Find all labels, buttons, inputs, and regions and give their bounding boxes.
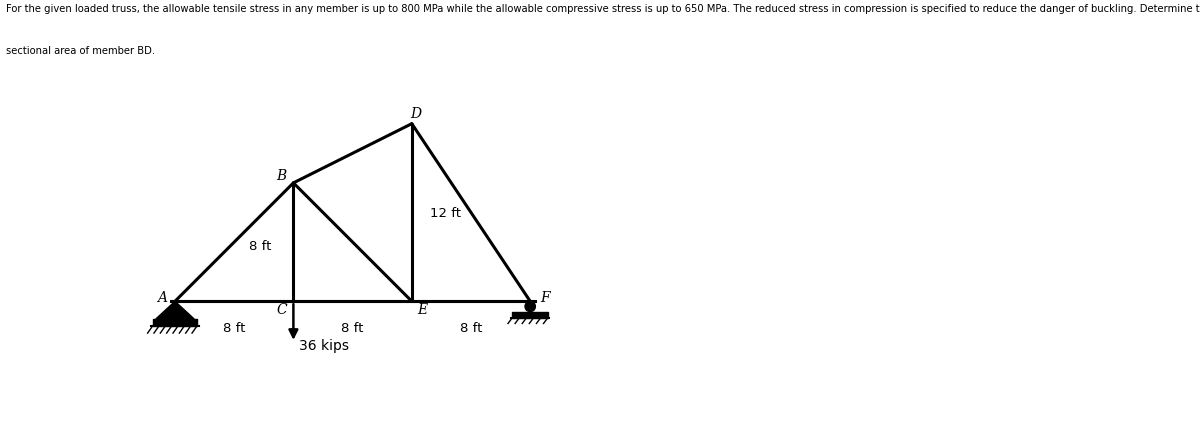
Text: For the given loaded truss, the allowable tensile stress in any member is up to : For the given loaded truss, the allowabl… (6, 4, 1200, 14)
Text: sectional area of member BD.: sectional area of member BD. (6, 46, 155, 56)
Text: 8 ft: 8 ft (342, 321, 364, 335)
Text: 8 ft: 8 ft (248, 239, 271, 252)
Text: 8 ft: 8 ft (223, 321, 245, 335)
Text: 8 ft: 8 ft (460, 321, 482, 335)
Text: 36 kips: 36 kips (299, 339, 349, 353)
Text: C: C (276, 302, 287, 316)
Circle shape (526, 302, 535, 312)
Text: E: E (418, 302, 427, 316)
Text: B: B (276, 169, 287, 183)
Text: D: D (410, 107, 422, 121)
Text: 12 ft: 12 ft (430, 206, 461, 219)
Polygon shape (156, 302, 194, 319)
Text: F: F (540, 290, 550, 304)
Text: A: A (157, 290, 167, 304)
